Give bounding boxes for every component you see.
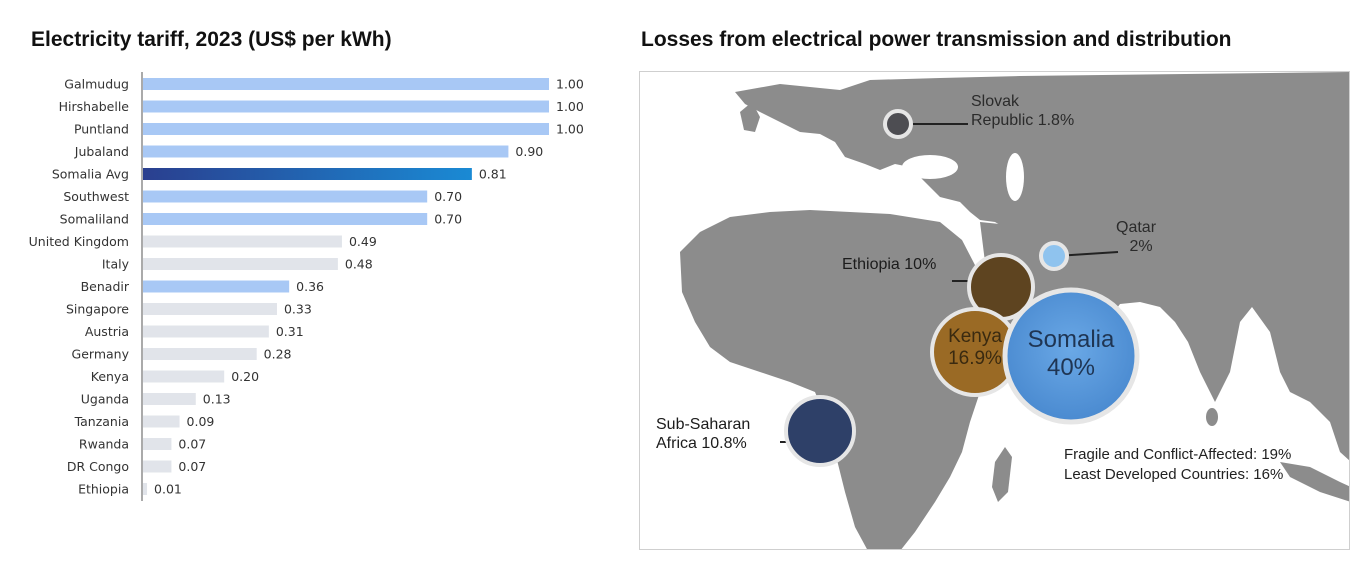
note-fragile: Fragile and Conflict-Affected: 19% — [1064, 446, 1292, 463]
value-label: 0.09 — [187, 414, 215, 429]
bar — [143, 258, 338, 270]
bar — [143, 393, 196, 405]
value-label: 0.01 — [154, 482, 182, 497]
bar — [143, 235, 342, 248]
land-sri-lanka — [1206, 408, 1218, 426]
label-qatar-line1: Qatar — [1116, 219, 1157, 236]
label-kenya: Kenya 16.9% — [930, 326, 1020, 370]
value-label: 1.00 — [556, 99, 584, 114]
category-label: Uganda — [81, 392, 129, 407]
value-label: 0.90 — [515, 144, 543, 159]
bar — [143, 460, 172, 473]
value-label: 0.70 — [434, 212, 462, 227]
bar — [143, 168, 472, 180]
bar — [143, 190, 428, 203]
label-ethiopia: Ethiopia 10% — [842, 256, 937, 273]
bar — [143, 213, 428, 225]
bar — [143, 123, 549, 135]
bar — [143, 370, 225, 383]
value-label: 1.00 — [556, 122, 584, 137]
label-kenya-line1: Kenya — [948, 326, 1002, 347]
bubble-qatar — [1039, 241, 1069, 271]
bar — [143, 100, 549, 113]
label-ssa-line2: Africa 10.8% — [656, 435, 747, 452]
label-somalia: Somalia 40% — [1011, 326, 1131, 382]
label-ssa: Sub-Saharan Africa 10.8% — [656, 415, 750, 453]
category-label: Galmudug — [64, 77, 129, 92]
category-label: Austria — [85, 324, 129, 339]
label-qatar-line2: 2% — [1129, 238, 1153, 255]
bar — [143, 438, 172, 450]
category-label: Benadir — [81, 279, 130, 294]
category-label: Germany — [72, 347, 130, 362]
bar-chart-title: Electricity tariff, 2023 (US$ per kWh) — [31, 28, 392, 51]
value-label: 0.70 — [434, 189, 462, 204]
value-label: 0.07 — [178, 437, 206, 452]
value-label: 0.07 — [178, 459, 206, 474]
value-label: 0.28 — [264, 347, 292, 362]
bar — [143, 325, 269, 338]
category-label: Italy — [102, 257, 130, 272]
value-label: 0.13 — [203, 392, 231, 407]
bubble-slovak — [883, 109, 913, 139]
land-africa — [680, 210, 1020, 549]
category-label: United Kingdom — [29, 234, 129, 249]
bar — [143, 78, 549, 90]
bar — [143, 280, 290, 293]
category-label: Ethiopia — [78, 482, 129, 497]
label-slovak: Slovak Republic 1.8% — [971, 92, 1074, 130]
value-label: 0.36 — [296, 279, 324, 294]
value-label: 0.31 — [276, 324, 304, 339]
label-somalia-line1: Somalia — [1027, 326, 1115, 353]
label-somalia-line2: 40% — [1046, 354, 1096, 381]
losses-map: Slovak Republic 1.8% Qatar 2% Ethiopia 1… — [639, 71, 1350, 550]
bar — [143, 415, 180, 428]
category-label: Southwest — [63, 189, 129, 204]
category-label: Puntland — [74, 122, 129, 137]
caspian-sea — [1006, 153, 1024, 201]
category-label: Kenya — [91, 369, 129, 384]
land-madagascar — [992, 447, 1012, 502]
category-label: Hirshabelle — [59, 99, 130, 114]
bubble-somalia — [1002, 287, 1140, 425]
bar — [143, 483, 148, 495]
bar — [143, 303, 277, 315]
label-kenya-line2: 16.9% — [948, 348, 1002, 369]
mediterranean — [790, 172, 940, 212]
bar — [143, 145, 509, 158]
value-label: 0.48 — [345, 257, 373, 272]
map-chart-title: Losses from electrical power transmissio… — [641, 28, 1232, 51]
category-label: Somaliland — [60, 212, 129, 227]
category-label: DR Congo — [67, 459, 129, 474]
land-indonesia — [1280, 462, 1349, 502]
land-britain — [740, 102, 760, 132]
value-label: 0.33 — [284, 302, 312, 317]
black-sea — [902, 155, 958, 179]
map-graphic — [680, 72, 1349, 549]
bubble-ssa — [784, 395, 856, 467]
value-label: 0.20 — [231, 369, 259, 384]
label-ssa-line1: Sub-Saharan — [656, 416, 751, 433]
note-ldc: Least Developed Countries: 16% — [1064, 466, 1284, 483]
label-qatar: Qatar 2% — [1116, 218, 1156, 256]
bar — [143, 348, 257, 360]
value-label: 0.49 — [349, 234, 377, 249]
tariff-bar-chart: Galmudug 1.00 Hirshabelle 1.00 Puntland 1.00 J… — [29, 72, 584, 501]
value-label: 1.00 — [556, 77, 584, 92]
category-label: Singapore — [66, 302, 129, 317]
category-label: Somalia Avg — [52, 167, 129, 182]
category-label: Jubaland — [74, 144, 129, 159]
label-slovak-line2: Republic 1.8% — [971, 112, 1075, 129]
category-label: Rwanda — [79, 437, 129, 452]
category-label: Tanzania — [74, 414, 129, 429]
label-slovak-line1: Slovak — [971, 93, 1020, 110]
value-label: 0.81 — [479, 167, 507, 182]
